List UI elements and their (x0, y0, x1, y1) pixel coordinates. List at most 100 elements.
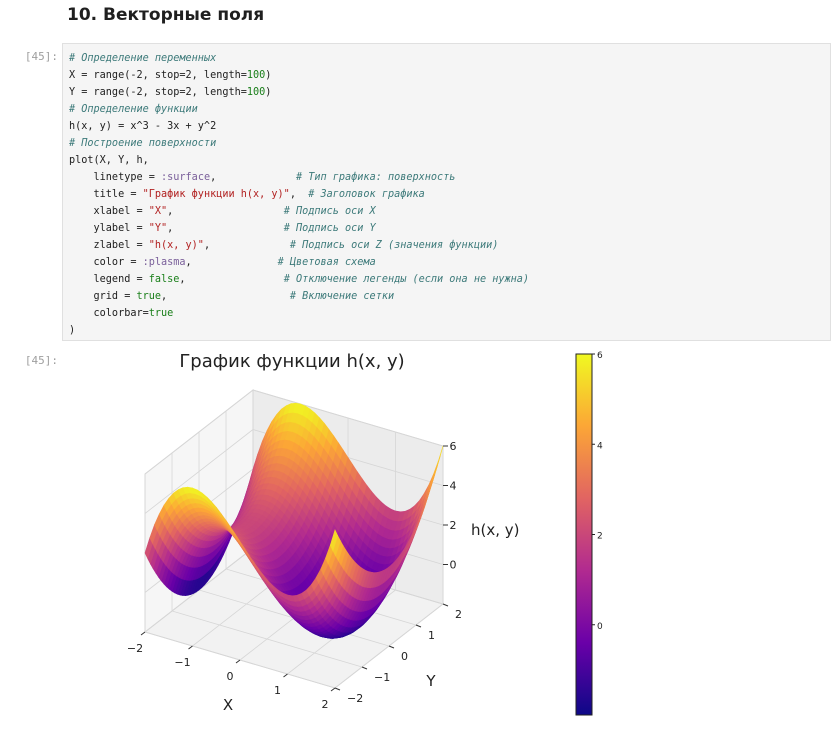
code-token: ) (265, 87, 272, 98)
code-token: linetype = (69, 172, 162, 183)
chart-title: График функции h(x, y) (179, 351, 404, 372)
input-prompt: [45]: (24, 50, 58, 63)
code-token: false (148, 274, 180, 285)
code-token: colorbar= (69, 308, 149, 319)
surface-plot: График функции h(x, y) −2 −1 0 1 2 −2 −1 0 1 2 0 2 4… (127, 351, 603, 716)
code-line: title = "График функции h(x, y)", # Заго… (69, 186, 529, 203)
code-line: xlabel = "X", # Подпись оси X (69, 203, 529, 220)
colorbar-gradient (575, 353, 593, 716)
colorbar-tick-label: 4 (597, 441, 603, 451)
y-tick-label: −2 (347, 692, 363, 705)
z-tick-label: 0 (450, 559, 457, 572)
y-tick (415, 624, 422, 628)
code-cell[interactable]: # Определение переменных X = range(-2, st… (62, 43, 831, 341)
code-token: X = range(-2, stop=2, length= (69, 70, 247, 81)
code-token: color = (69, 257, 143, 268)
code-token: # Цветовая схема (277, 257, 376, 268)
code-editor[interactable]: # Определение переменных X = range(-2, st… (69, 50, 529, 339)
code-line: ylabel = "Y", # Подпись оси Y (69, 220, 529, 237)
code-line: # Определение функции (69, 101, 529, 118)
y-tick (388, 645, 395, 649)
grid-line (144, 429, 444, 514)
code-token: true (136, 291, 162, 302)
grid-line (144, 389, 444, 475)
code-token: 100 (246, 70, 266, 81)
x-tick (330, 687, 336, 692)
code-line: h(x, y) = x^3 - 3x + y^2 (69, 118, 529, 135)
code-token: xlabel = (69, 206, 149, 217)
code-line: color = :plasma, # Цветовая схема (69, 254, 529, 271)
code-token: h(x, y) = x^3 - 3x + y^2 (69, 121, 217, 132)
x-tick-label: 0 (227, 670, 234, 683)
code-token: , (210, 172, 296, 183)
code-token: , (179, 274, 284, 285)
code-line: ) (69, 322, 529, 339)
code-token: # Подпись оси Z (значения функции) (289, 240, 499, 251)
code-token: # Отключение легенды (если она не нужна) (283, 274, 530, 285)
y-tick-label: 2 (455, 608, 462, 621)
code-token: # Включение сетки (289, 291, 395, 302)
x-tick (235, 659, 241, 664)
code-token: , (161, 291, 290, 302)
code-token: Y = range(-2, stop=2, length= (69, 87, 247, 98)
code-token: "График функции h(x, y)" (142, 189, 290, 200)
colorbar-tick-label: 2 (597, 532, 603, 542)
code-line: legend = false, # Отключение легенды (ес… (69, 271, 530, 288)
y-axis-label: Y (425, 672, 436, 690)
code-token: true (148, 308, 174, 319)
code-token: , (167, 206, 284, 217)
code-token: plot(X, Y, h, (69, 155, 149, 166)
colorbar-tick-label: 0 (597, 622, 603, 632)
code-token: # Построение поверхности (69, 138, 217, 149)
x-tick-label: 2 (322, 698, 329, 711)
code-token: # Определение переменных (69, 53, 217, 64)
code-token: "X" (148, 206, 168, 217)
code-token: legend = (69, 274, 149, 285)
code-token: "h(x, y)" (148, 240, 204, 251)
code-token: , (167, 223, 284, 234)
code-token: ) (265, 70, 272, 81)
z-tick-label: 2 (450, 519, 457, 532)
output-prompt: [45]: (24, 354, 58, 367)
x-axis-label: X (223, 696, 233, 714)
code-token: # Подпись оси Y (283, 223, 376, 234)
y-tick (442, 603, 449, 607)
code-line: linetype = :surface, # Тип графика: пове… (69, 169, 529, 186)
code-token: ) (69, 325, 76, 336)
section-heading: 10. Векторные поля (67, 5, 265, 25)
x-tick-label: −1 (174, 656, 190, 669)
colorbar: 0 2 4 6 (575, 351, 603, 716)
x-tick (283, 673, 288, 678)
code-token: 100 (246, 87, 266, 98)
code-token: :plasma (142, 257, 186, 268)
y-tick-label: 1 (428, 629, 435, 642)
axis-ticks: −2 −1 0 1 2 −2 −1 0 1 2 0 2 4 6 (127, 440, 462, 711)
code-line: colorbar=true (69, 305, 529, 322)
code-token: # Определение функции (69, 104, 198, 115)
code-token: , (203, 240, 290, 251)
code-token: grid = (69, 291, 137, 302)
code-line: # Определение переменных (69, 50, 529, 67)
code-line: X = range(-2, stop=2, length=100) (69, 67, 529, 84)
code-line: Y = range(-2, stop=2, length=100) (69, 84, 529, 101)
code-token: , (185, 257, 278, 268)
code-token: zlabel = (69, 240, 149, 251)
code-line: # Построение поверхности (69, 135, 529, 152)
colorbar-tick-label: 6 (597, 351, 603, 361)
code-token: # Заголовок графика (308, 189, 425, 200)
code-line: zlabel = "h(x, y)", # Подпись оси Z (зна… (69, 237, 529, 254)
code-token: ylabel = (69, 223, 149, 234)
code-token: title = (69, 189, 143, 200)
code-token: # Тип графика: поверхность (295, 172, 456, 183)
x-tick-label: −2 (127, 642, 143, 655)
code-line: plot(X, Y, h, (69, 152, 529, 169)
x-tick-label: 1 (274, 684, 281, 697)
code-token: , (289, 189, 309, 200)
surface-mesh (144, 402, 444, 639)
x-tick (140, 631, 146, 636)
code-token: "Y" (148, 223, 168, 234)
y-tick-label: −1 (374, 671, 390, 684)
y-tick-label: 0 (401, 650, 408, 663)
surface-facet (329, 529, 339, 552)
code-token: :surface (161, 172, 211, 183)
